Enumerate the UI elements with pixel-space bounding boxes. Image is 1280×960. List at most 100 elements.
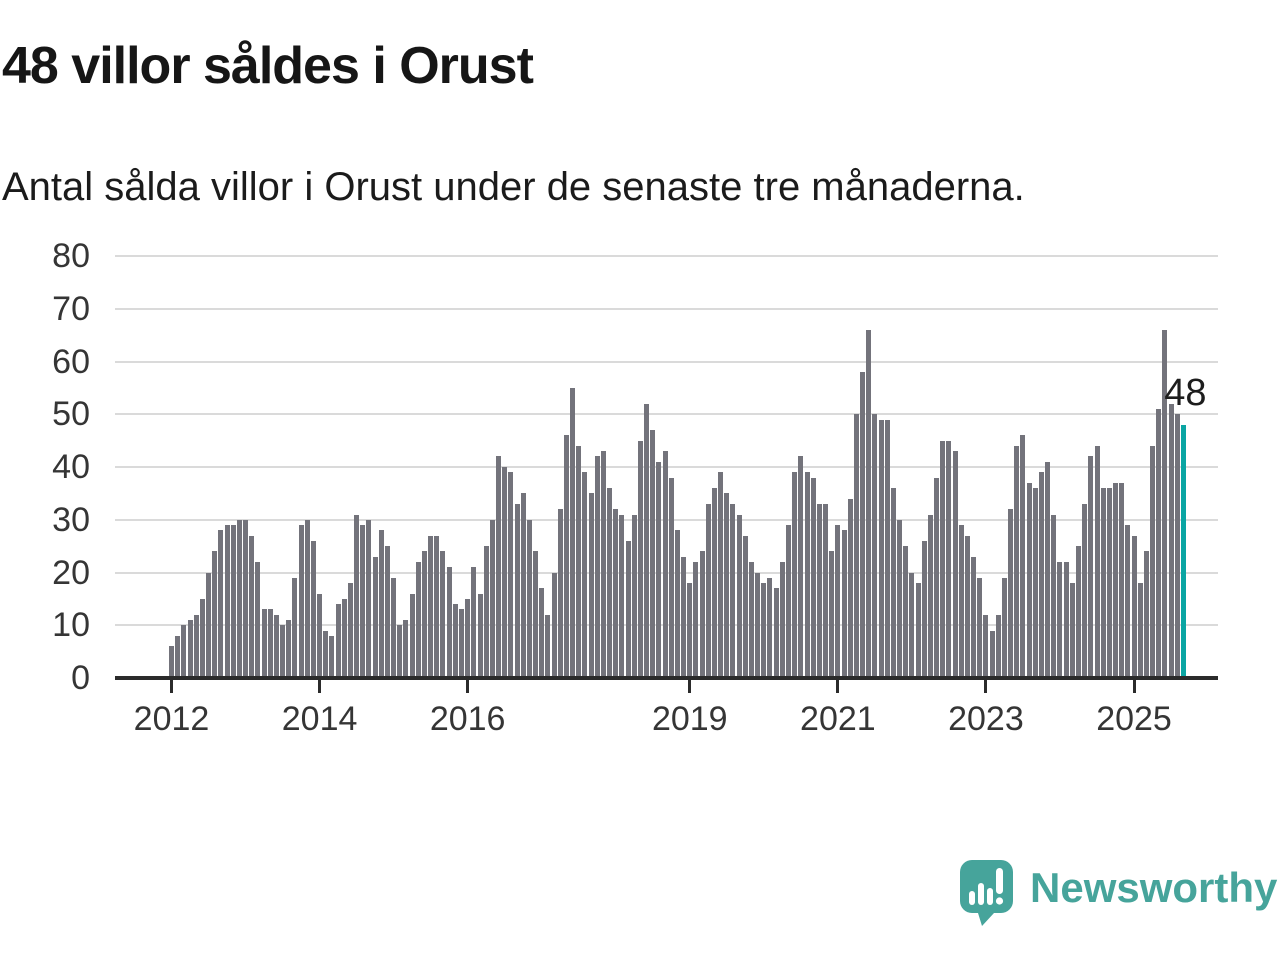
y-axis-label: 40 — [52, 448, 90, 486]
y-axis-label: 60 — [52, 342, 90, 381]
bar — [730, 503, 736, 678]
bar — [1075, 546, 1081, 678]
bar — [421, 551, 427, 678]
bar — [946, 440, 952, 678]
newsworthy-logo: Newsworthy — [960, 860, 1277, 926]
bar — [1100, 488, 1106, 678]
bar — [866, 329, 872, 678]
bar — [372, 556, 378, 678]
bar — [613, 509, 619, 678]
bar — [687, 583, 693, 678]
newsworthy-logo-text: Newsworthy — [1030, 864, 1278, 911]
bar — [187, 620, 193, 678]
bar — [391, 577, 397, 678]
x-axis-line — [115, 676, 1218, 680]
bar — [903, 546, 909, 678]
bar — [989, 630, 995, 678]
bar — [471, 567, 477, 678]
bar — [181, 625, 187, 679]
bar — [280, 625, 286, 679]
bar — [1094, 445, 1100, 678]
gridline — [115, 255, 1218, 257]
bar — [1057, 562, 1063, 679]
bar — [551, 572, 557, 678]
y-axis-label: 30 — [52, 500, 90, 539]
bar — [557, 509, 563, 678]
bar — [1069, 583, 1075, 678]
bar — [625, 540, 631, 679]
bar — [1156, 409, 1162, 678]
x-axis-label: 2012 — [133, 700, 210, 738]
bar — [218, 530, 224, 678]
bar — [267, 609, 273, 678]
bar — [397, 625, 403, 679]
x-axis-tick — [318, 680, 322, 693]
y-axis-label: 10 — [52, 606, 90, 645]
x-axis-label: 2025 — [1096, 700, 1172, 738]
x-axis-tick — [466, 680, 470, 693]
bar — [878, 419, 884, 678]
bar — [335, 604, 341, 678]
chart-subtitle: Antal sålda villor i Orust under de sena… — [2, 165, 1025, 209]
bar — [384, 546, 390, 678]
bar — [693, 562, 699, 679]
bar — [736, 514, 742, 678]
bar — [582, 472, 588, 678]
bar — [415, 562, 421, 679]
bar — [724, 493, 730, 678]
bar — [360, 525, 366, 678]
x-axis-label: 2016 — [429, 700, 506, 738]
bar — [798, 456, 804, 678]
bar — [681, 556, 687, 678]
bar — [841, 530, 847, 678]
bar — [860, 372, 866, 678]
bar — [261, 609, 267, 678]
bar — [236, 519, 242, 679]
bar — [1051, 514, 1057, 678]
x-axis-label: 2014 — [281, 700, 358, 738]
bar — [748, 562, 754, 679]
bar — [1168, 403, 1174, 678]
y-axis-label: 80 — [52, 237, 90, 275]
bar — [668, 477, 674, 678]
bar — [699, 551, 705, 678]
x-axis-tick — [984, 680, 988, 693]
bar — [742, 535, 748, 678]
bar — [829, 551, 835, 678]
bar — [1119, 482, 1125, 678]
bar — [508, 472, 514, 678]
bar — [446, 567, 452, 678]
bar — [477, 593, 483, 678]
bar — [206, 572, 212, 678]
gridline — [115, 360, 1218, 363]
bar — [483, 546, 489, 678]
bar — [934, 477, 940, 678]
bar — [909, 572, 915, 678]
bar — [249, 535, 255, 678]
bar — [644, 403, 650, 678]
bar — [588, 493, 594, 678]
bar — [298, 525, 304, 678]
bar — [243, 519, 249, 679]
bar — [440, 551, 446, 678]
bar — [1106, 488, 1112, 678]
x-axis-tick — [170, 680, 173, 693]
bar — [458, 609, 464, 678]
y-axis-label: 70 — [52, 289, 90, 328]
bar — [964, 535, 970, 678]
bar — [576, 445, 582, 678]
bar — [755, 572, 761, 678]
bar — [995, 614, 1001, 678]
bar — [273, 614, 279, 678]
bar — [255, 562, 261, 679]
bar — [600, 451, 606, 678]
bar — [1008, 509, 1014, 678]
bar — [329, 635, 335, 678]
bar — [310, 540, 316, 679]
bar — [915, 583, 921, 678]
x-axis-tick — [836, 680, 840, 693]
bar — [1014, 445, 1020, 678]
x-axis-tick — [1132, 680, 1136, 693]
bar — [520, 493, 526, 678]
